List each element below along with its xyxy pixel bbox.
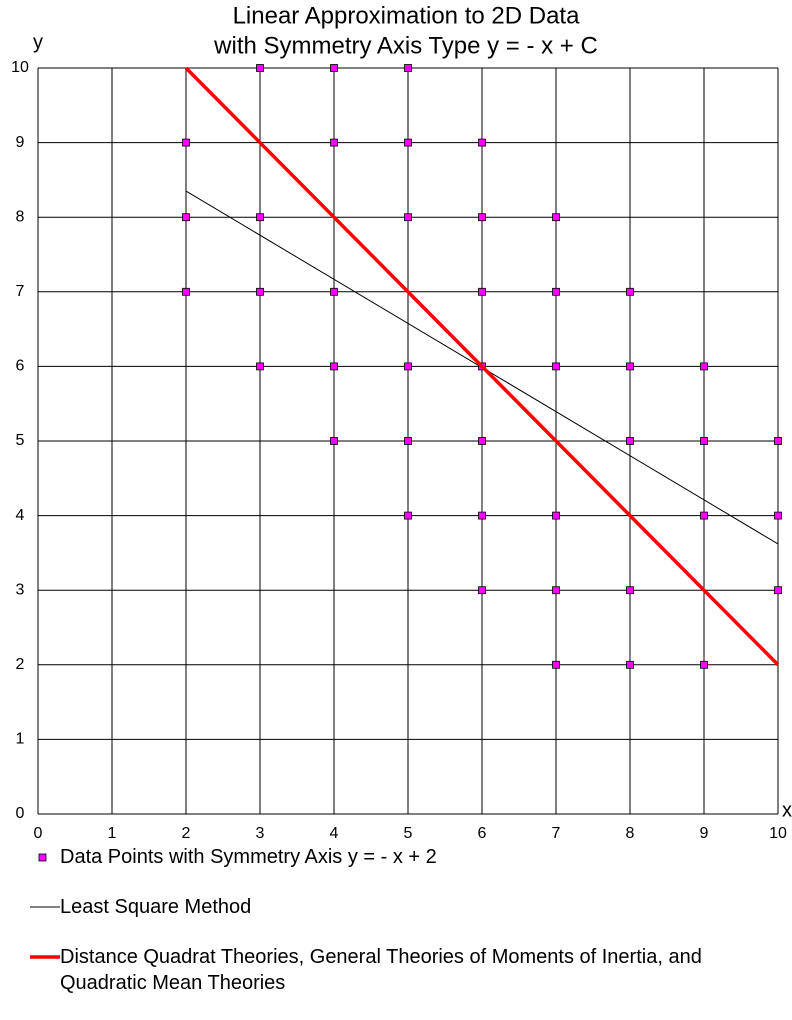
y-tick-label: 4 (16, 507, 25, 524)
y-tick-label: 2 (16, 656, 25, 673)
data-point (404, 511, 412, 520)
data-point (552, 287, 560, 296)
legend-label: Least Square Method (60, 896, 252, 918)
x-tick-label: 9 (700, 825, 709, 842)
data-point (182, 213, 190, 222)
data-point (330, 437, 338, 445)
x-tick-label: 5 (404, 825, 413, 842)
data-point (404, 437, 412, 445)
data-point (552, 362, 560, 371)
data-point (626, 287, 634, 296)
chart: Linear Approximation to 2D Data with Sym… (11, 2, 792, 842)
x-tick-label: 10 (769, 825, 787, 842)
data-point (330, 362, 338, 371)
data-point (478, 511, 486, 520)
data-point (626, 586, 634, 595)
data-point (478, 287, 486, 296)
legend-symbol (38, 853, 47, 862)
legend-marker (38, 853, 47, 862)
data-point (478, 138, 486, 147)
data-point (256, 213, 264, 222)
data-point (552, 511, 560, 520)
x-tick-label: 4 (330, 825, 339, 842)
legend-label: Distance Quadrat Theories, General Theor… (60, 946, 702, 994)
data-point (774, 586, 782, 595)
y-tick-label: 7 (16, 283, 25, 300)
x-tick-label: 6 (478, 825, 487, 842)
x-tick-label: 2 (182, 825, 191, 842)
legend-symbol (30, 906, 60, 908)
data-point (330, 287, 338, 296)
x-axis-label: x (782, 799, 792, 821)
data-point (700, 437, 708, 445)
chart-title: with Symmetry Axis Type y = - x + C (213, 32, 598, 59)
legend-symbol (30, 955, 60, 959)
data-point (700, 511, 708, 520)
data-point (404, 362, 412, 371)
data-point (774, 437, 782, 445)
data-point (626, 437, 634, 445)
legend-item: Least Square Method (30, 894, 792, 920)
x-tick-label: 3 (256, 825, 265, 842)
data-point (552, 586, 560, 595)
y-tick-label: 9 (16, 134, 25, 151)
data-point (478, 437, 486, 445)
data-point (626, 362, 634, 371)
y-tick-label: 5 (16, 432, 25, 449)
data-point (256, 64, 264, 72)
y-tick-label: 3 (16, 581, 25, 598)
y-axis-label: y (33, 31, 43, 53)
x-tick-label: 8 (626, 825, 635, 842)
data-point (256, 362, 264, 371)
data-point (478, 213, 486, 222)
y-tick-label: 6 (16, 358, 25, 375)
data-point (774, 511, 782, 520)
data-point (478, 586, 486, 595)
page: Linear Approximation to 2D Data with Sym… (11, 2, 792, 994)
data-point (552, 213, 560, 222)
x-tick-label: 0 (34, 825, 43, 842)
data-point (330, 138, 338, 147)
y-tick-label: 0 (16, 805, 25, 822)
y-tick-label: 8 (16, 208, 25, 225)
x-tick-label: 1 (108, 825, 117, 842)
data-point (552, 660, 560, 669)
x-tick-label: 7 (552, 825, 561, 842)
data-point (330, 64, 338, 72)
chart-title: Linear Approximation to 2D Data (233, 2, 581, 29)
y-tick-label: 10 (11, 59, 29, 76)
data-point (404, 213, 412, 222)
data-point (404, 138, 412, 147)
data-point (256, 287, 264, 296)
data-point (700, 660, 708, 669)
data-point (700, 362, 708, 371)
legend-label: Data Points with Symmetry Axis y = - x +… (60, 846, 437, 868)
data-point (182, 287, 190, 296)
data-point (626, 660, 634, 669)
line (184, 66, 780, 667)
y-tick-label: 1 (16, 731, 25, 748)
data-point (182, 138, 190, 147)
legend: Data Points with Symmetry Axis y = - x +… (30, 844, 792, 1020)
data-point (404, 64, 412, 72)
legend-item: Distance Quadrat Theories, General Theor… (30, 944, 792, 996)
legend-item: Data Points with Symmetry Axis y = - x +… (30, 844, 792, 870)
